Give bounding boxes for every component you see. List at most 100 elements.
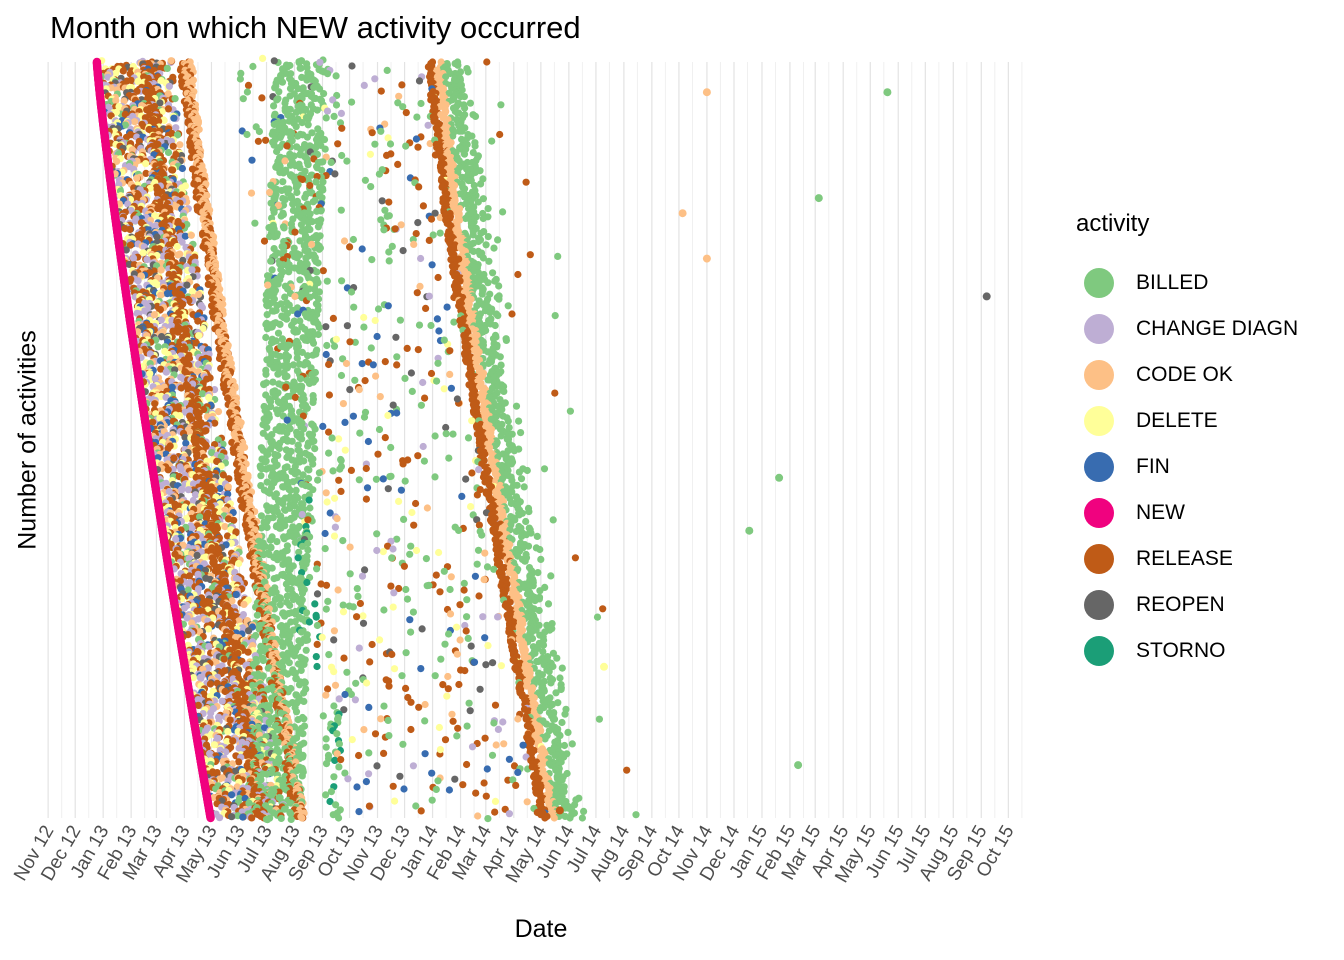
point-billed	[298, 435, 306, 443]
point-billed	[377, 127, 385, 135]
point-billed	[356, 429, 364, 437]
point-billed	[471, 142, 479, 150]
point-release	[394, 160, 402, 168]
point-billed	[436, 229, 444, 237]
point-delete	[384, 134, 392, 142]
point-fin	[433, 315, 441, 323]
point-change-diagn	[134, 277, 142, 285]
point-billed	[311, 445, 319, 453]
point-release	[385, 198, 393, 206]
point-billed	[494, 312, 502, 320]
point-billed	[320, 136, 329, 144]
point-billed	[484, 376, 492, 384]
point-billed	[515, 417, 523, 425]
point-billed	[372, 475, 380, 483]
point-billed	[494, 236, 502, 244]
point-billed	[324, 70, 332, 78]
point-billed	[338, 151, 346, 160]
point-billed	[279, 194, 287, 203]
point-release	[177, 384, 185, 392]
point-billed	[328, 434, 336, 442]
point-billed	[375, 425, 384, 434]
point-billed	[278, 78, 287, 86]
point-billed	[298, 119, 306, 127]
point-billed	[449, 132, 457, 140]
point-billed	[495, 295, 503, 303]
point-change-diagn	[129, 254, 138, 262]
point-release	[346, 338, 354, 346]
point-delete	[195, 332, 203, 340]
point-release	[377, 87, 385, 95]
point-reopen	[346, 386, 354, 394]
point-billed	[454, 61, 462, 69]
point-release	[425, 236, 433, 244]
point-change-diagn	[337, 109, 345, 117]
point-billed	[566, 407, 575, 415]
point-release	[362, 464, 370, 473]
point-delete	[142, 160, 150, 168]
point-billed	[306, 293, 314, 301]
point-billed	[442, 73, 450, 81]
point-reopen	[343, 322, 351, 330]
point-code-ok	[133, 174, 141, 182]
point-billed	[355, 476, 363, 484]
point-release	[338, 124, 346, 132]
point-release	[142, 169, 150, 177]
point-reopen	[414, 219, 422, 227]
point-release	[121, 225, 129, 233]
point-change-diagn	[184, 486, 192, 494]
point-billed	[386, 140, 395, 148]
point-billed	[417, 401, 425, 409]
point-change-diagn	[316, 58, 324, 66]
point-reopen	[270, 57, 278, 65]
point-billed	[330, 112, 338, 120]
point-release	[244, 81, 253, 89]
point-release	[282, 383, 290, 391]
point-billed	[289, 200, 297, 208]
point-billed	[262, 379, 270, 387]
point-release	[383, 151, 391, 159]
point-billed	[262, 457, 270, 465]
point-billed	[281, 506, 289, 514]
point-billed	[321, 145, 329, 153]
point-release	[483, 58, 491, 66]
point-billed	[313, 207, 321, 215]
point-billed	[496, 353, 504, 361]
point-billed	[477, 180, 485, 188]
point-release	[410, 521, 418, 529]
point-billed	[295, 58, 303, 66]
point-billed	[239, 95, 247, 103]
point-fin	[283, 416, 291, 424]
point-storno	[305, 496, 313, 504]
point-billed	[460, 93, 468, 101]
point-billed	[495, 282, 503, 290]
point-code-ok	[264, 281, 272, 289]
point-billed	[272, 306, 280, 314]
point-billed	[323, 341, 331, 350]
point-billed	[445, 454, 453, 462]
point-release	[362, 495, 370, 503]
point-code-ok	[410, 240, 418, 248]
point-billed	[300, 395, 308, 403]
point-code-ok	[150, 311, 159, 319]
point-release	[164, 105, 172, 113]
point-billed	[255, 127, 263, 136]
point-billed	[515, 468, 524, 476]
point-billed	[482, 241, 490, 249]
point-delete	[371, 316, 379, 325]
point-billed	[466, 99, 474, 107]
point-change-diagn	[178, 485, 186, 493]
point-billed	[343, 157, 351, 165]
point-billed	[305, 379, 314, 388]
point-code-ok	[224, 483, 232, 491]
point-reopen	[392, 333, 400, 341]
point-billed	[445, 89, 453, 97]
point-change-diagn	[172, 124, 180, 132]
point-billed	[510, 447, 518, 455]
point-billed	[262, 333, 270, 342]
point-code-ok	[176, 141, 184, 149]
point-release	[551, 389, 559, 397]
point-billed	[173, 131, 182, 139]
point-billed	[525, 508, 533, 516]
point-billed	[360, 323, 368, 331]
